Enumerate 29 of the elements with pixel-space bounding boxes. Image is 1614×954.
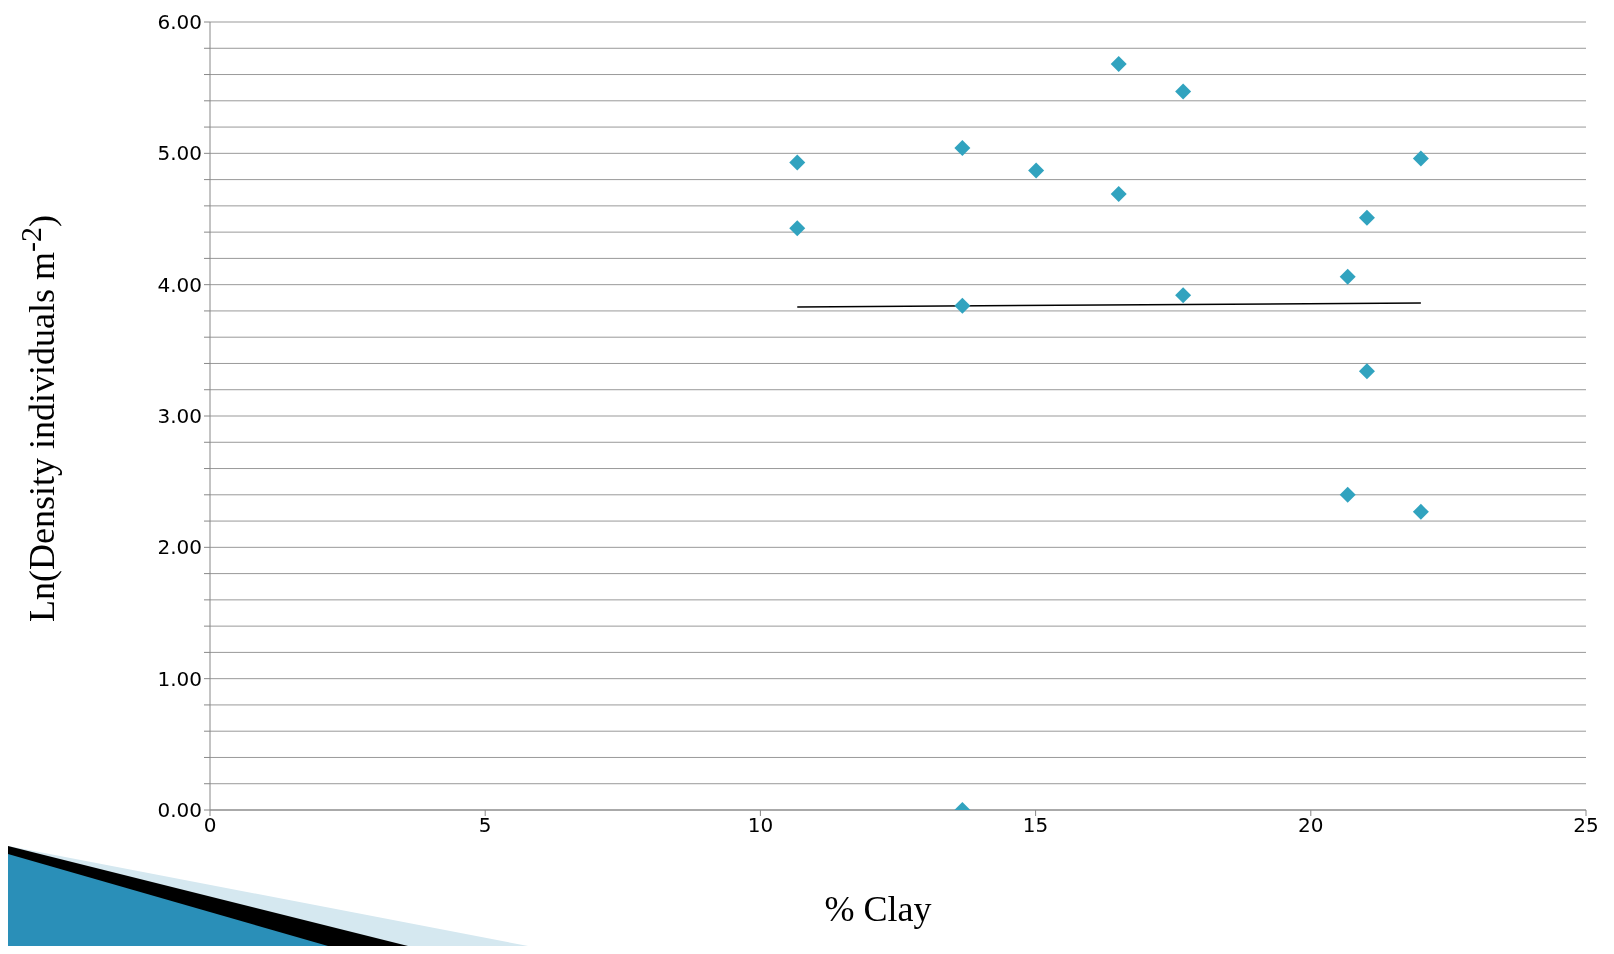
y-tick-label: 0.00 <box>157 798 202 823</box>
point <box>1412 150 1429 167</box>
point <box>1412 503 1429 520</box>
x-axis-title: % Clay <box>823 888 933 930</box>
y-tick-label: 5.00 <box>157 141 202 166</box>
point <box>1358 209 1375 226</box>
point <box>1028 162 1045 179</box>
x-tick-label: 10 <box>747 813 774 838</box>
x-tick-label: 25 <box>1573 813 1599 838</box>
point <box>1339 268 1356 285</box>
y-tick-label: 4.00 <box>157 272 202 297</box>
point <box>1175 287 1192 304</box>
point <box>954 297 971 314</box>
point <box>1339 486 1356 503</box>
point <box>1110 56 1127 73</box>
x-tick-label: 15 <box>1022 813 1049 838</box>
x-tick-label: 20 <box>1298 813 1324 838</box>
point <box>1175 83 1192 100</box>
point <box>1358 363 1375 380</box>
point <box>789 154 806 171</box>
x-tick-label: 5 <box>478 813 492 838</box>
y-tick-label: 1.00 <box>157 666 202 691</box>
x-tick-label: 0 <box>203 813 217 838</box>
point <box>954 140 971 157</box>
y-tick-label: 6.00 <box>157 10 202 35</box>
point <box>789 220 806 237</box>
point <box>1110 186 1127 203</box>
y-tick-label: 2.00 <box>157 535 202 560</box>
y-tick-label: 3.00 <box>157 404 202 429</box>
